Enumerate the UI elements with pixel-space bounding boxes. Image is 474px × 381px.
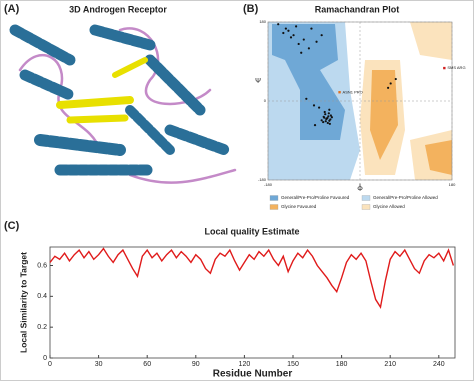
point — [284, 27, 287, 30]
point — [328, 108, 331, 111]
x-tick-label: 60 — [143, 361, 151, 368]
outlier-point — [338, 91, 341, 94]
point — [307, 47, 310, 50]
point — [324, 113, 327, 116]
x-tick-label: -180 — [264, 182, 273, 187]
y-tick-label: 0.4 — [37, 293, 47, 300]
point — [318, 106, 321, 109]
region — [425, 140, 452, 175]
point — [320, 119, 323, 122]
y-tick-label: 0 — [43, 355, 47, 362]
point — [330, 116, 333, 119]
legend-swatch — [269, 195, 279, 201]
legend-label: Glycine Favoured — [281, 204, 317, 209]
point — [328, 122, 331, 125]
legend-swatch — [361, 195, 371, 201]
point — [302, 38, 305, 41]
point — [312, 104, 316, 107]
point — [305, 97, 308, 100]
legend-swatch — [269, 204, 279, 210]
point — [329, 118, 332, 121]
y-tick-label: -180 — [258, 177, 267, 182]
panel-label: (C) — [4, 220, 20, 232]
x-tick-label: 90 — [192, 361, 200, 368]
x-axis-label: Φ — [357, 186, 363, 193]
ramachandran-regions — [268, 22, 452, 180]
x-tick-label: 180 — [449, 182, 456, 187]
point — [324, 120, 327, 123]
point — [326, 117, 329, 120]
point — [326, 121, 329, 125]
panel-label: (A) — [4, 3, 20, 15]
y-tick-label: 0 — [264, 98, 267, 103]
point — [329, 114, 332, 117]
plot-frame — [49, 246, 456, 359]
point — [327, 112, 330, 115]
region — [272, 24, 345, 140]
line — [49, 247, 455, 310]
x-tick-label: 150 — [287, 361, 299, 368]
annotation: ASN1 PRO — [343, 89, 363, 94]
legend-swatch — [361, 204, 371, 210]
x-tick-label: 0 — [359, 182, 362, 187]
point — [313, 124, 317, 127]
legend-label: Glycine Allowed — [373, 204, 405, 209]
point — [287, 29, 290, 32]
legend-label: General/Pre-Pro/Proline Allowed — [373, 195, 438, 200]
x-axis-label: Residue Number — [213, 369, 293, 380]
panel-label: (B) — [243, 3, 259, 15]
x-tick-label: 0 — [48, 361, 52, 368]
region — [410, 22, 452, 180]
x-tick-label: 180 — [336, 361, 348, 368]
point — [323, 110, 326, 114]
point — [310, 27, 313, 30]
point — [282, 31, 285, 35]
point — [295, 25, 298, 28]
legend-label: General/Pre-Pro/Proline Favoured — [281, 195, 350, 200]
point — [297, 42, 300, 46]
outlier-point — [443, 66, 446, 70]
annotation: SMS ARG — [447, 65, 465, 70]
point — [277, 23, 280, 26]
point — [387, 86, 390, 89]
panel-title: 3D Androgen Receptor — [69, 4, 167, 14]
y-axis-label: Local Similarity to Target — [18, 252, 28, 353]
panel-title: Ramachandran Plot — [315, 4, 400, 14]
point — [289, 36, 293, 39]
point — [300, 51, 303, 54]
point — [322, 120, 325, 124]
x-tick-label: 240 — [433, 361, 445, 368]
region — [370, 70, 398, 160]
protein-cartoon — [9, 24, 237, 184]
point — [322, 115, 325, 118]
point — [394, 77, 397, 81]
x-tick-label: 30 — [95, 361, 103, 368]
y-tick-label: 180 — [259, 19, 266, 24]
x-tick-label: 210 — [384, 361, 396, 368]
point — [320, 34, 323, 37]
x-tick-label: 120 — [239, 361, 251, 368]
point — [327, 115, 330, 118]
y-axis-label: Ψ — [255, 78, 261, 85]
point — [389, 82, 392, 85]
y-tick-label: 0.6 — [37, 262, 47, 269]
y-tick-label: 0.2 — [37, 324, 47, 331]
point — [292, 34, 295, 37]
panel-title: Local quality Estimate — [204, 226, 299, 236]
point — [315, 40, 318, 43]
